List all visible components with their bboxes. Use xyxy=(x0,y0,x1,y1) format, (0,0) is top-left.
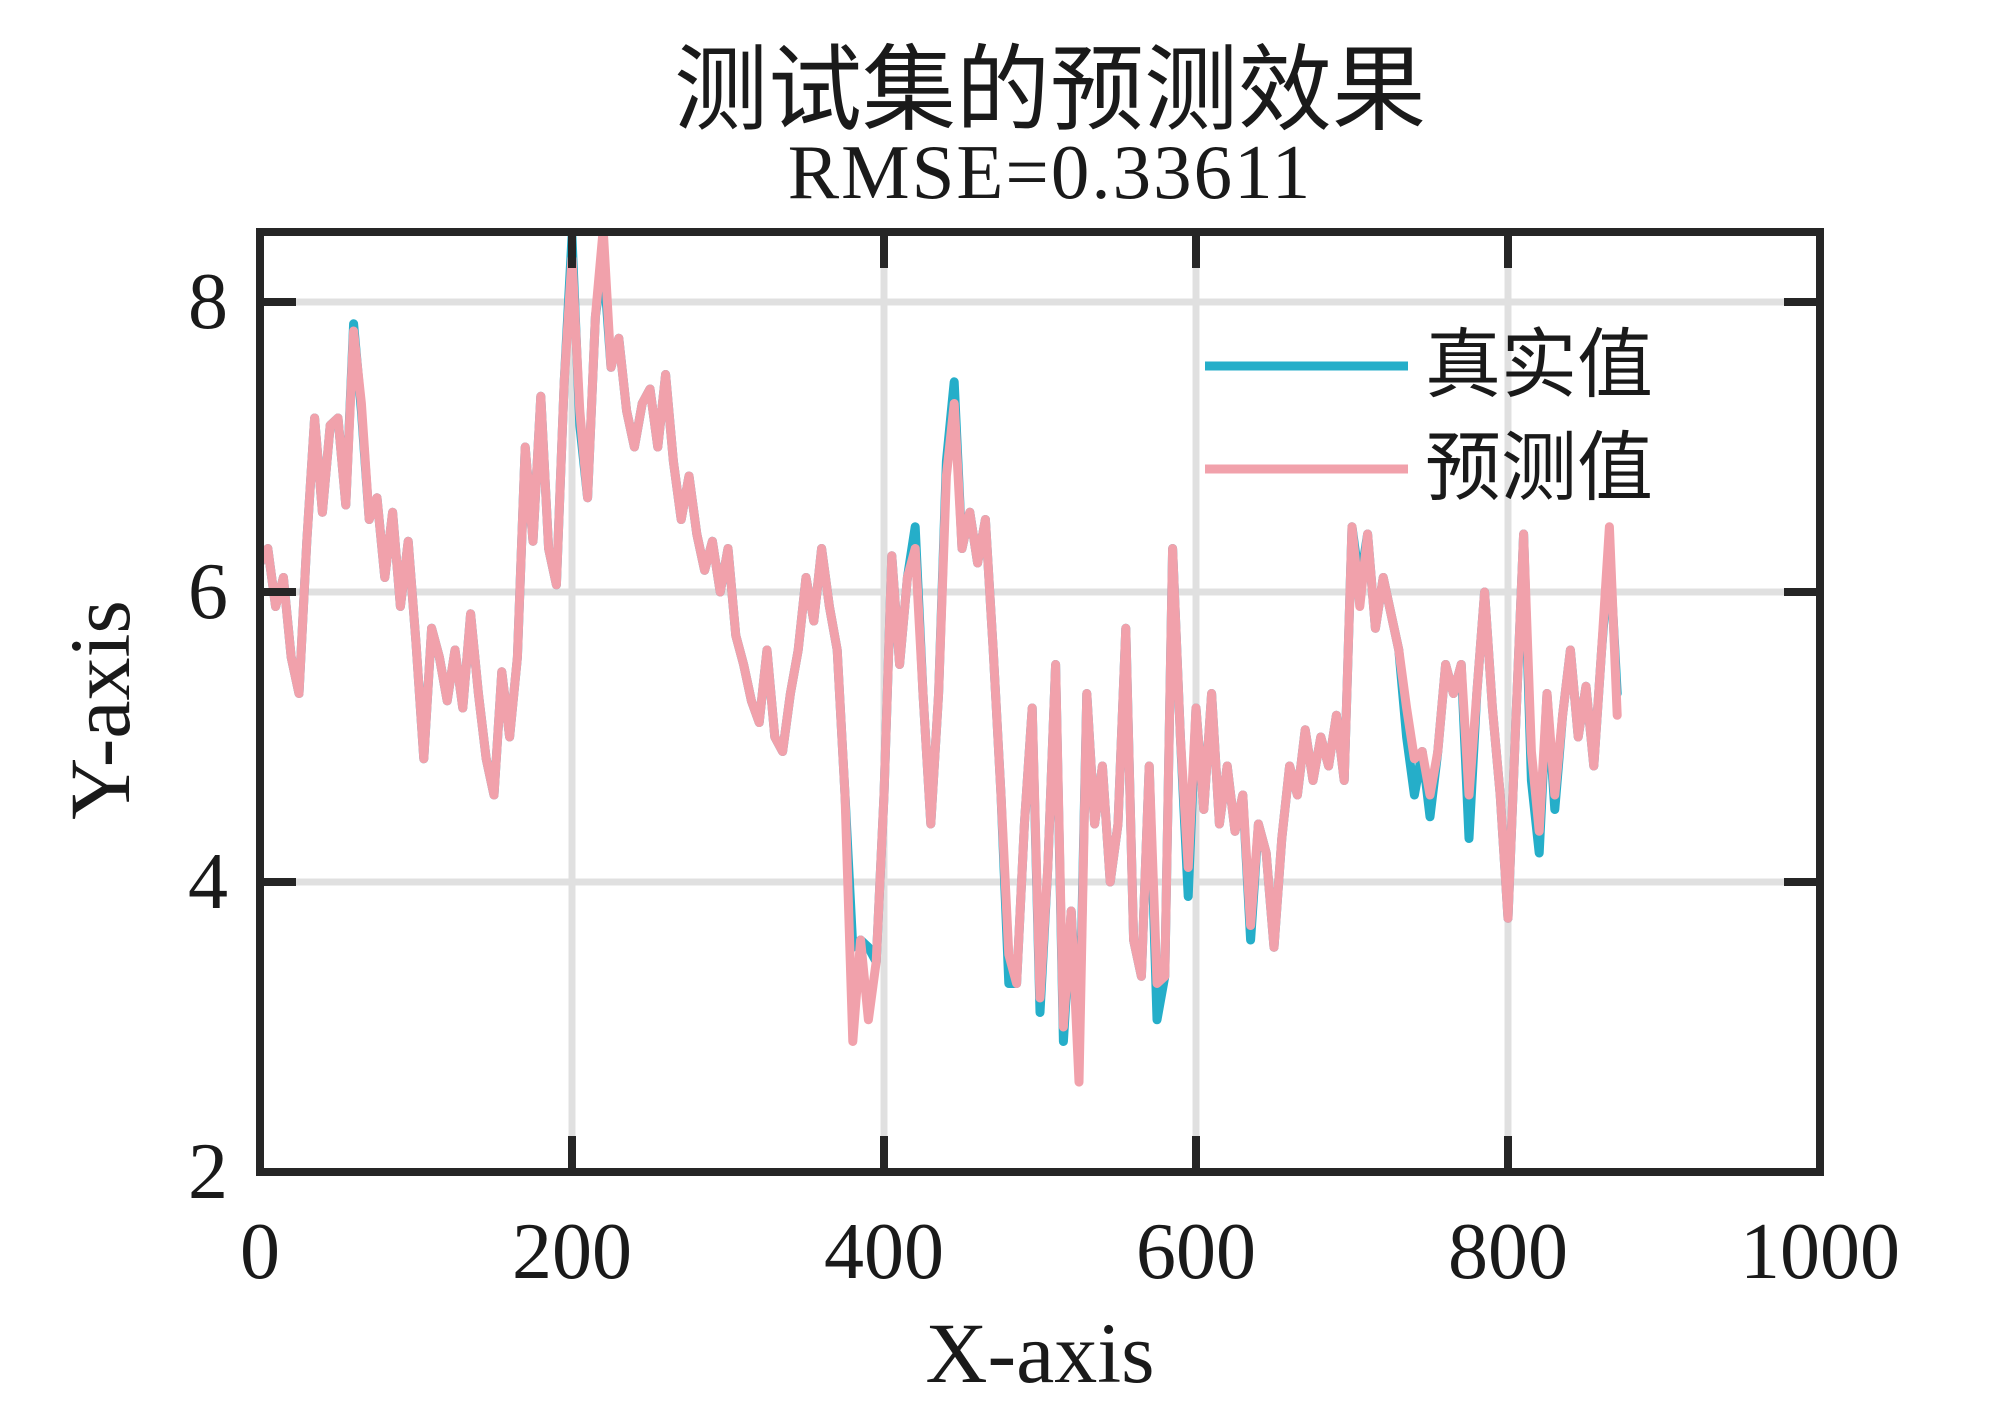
y-axis-label: Y-axis xyxy=(52,600,148,820)
y-tick-label: 4 xyxy=(188,838,228,926)
x-tick-label: 800 xyxy=(1448,1208,1568,1296)
y-tick-label: 8 xyxy=(188,258,228,347)
series-pred-line xyxy=(260,232,1622,1087)
axes-box xyxy=(256,228,1824,1176)
x-tick-label: 400 xyxy=(824,1208,944,1296)
chart-title: 测试集的预测效果 xyxy=(673,39,1427,143)
legend-label-true: 真实值 xyxy=(1425,324,1653,408)
x-tick-label: 1000 xyxy=(1740,1208,1900,1296)
x-tick-label: 200 xyxy=(512,1208,632,1296)
chart-subtitle-rmse: RMSE=0.33611 xyxy=(787,129,1313,215)
x-axis-label: X-axis xyxy=(925,1305,1155,1401)
legend-label-pred: 预测值 xyxy=(1425,427,1653,511)
x-tick-label: 0 xyxy=(240,1208,280,1296)
x-tick-label: 600 xyxy=(1136,1208,1256,1296)
y-tick-label: 6 xyxy=(188,548,228,637)
y-tick-label: 2 xyxy=(188,1128,228,1216)
